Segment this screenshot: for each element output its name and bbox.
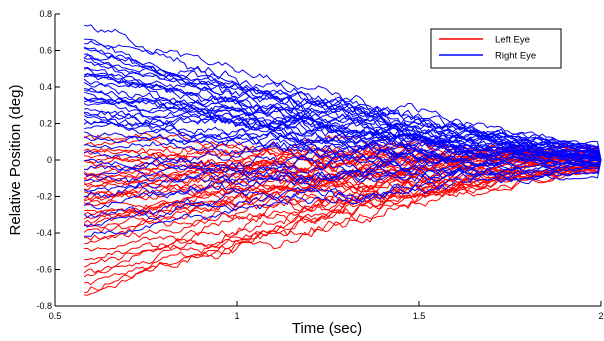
- x-tick-label: 2: [598, 311, 603, 321]
- trace-left-eye: [83, 159, 602, 224]
- trace-right-eye: [83, 131, 602, 169]
- trace-left-eye: [83, 159, 602, 278]
- trace-right-eye: [83, 152, 602, 192]
- trace-right-eye: [83, 159, 602, 218]
- trace-left-eye: [84, 159, 602, 296]
- y-tick-label: -0.6: [36, 265, 52, 275]
- trace-right-eye: [84, 159, 602, 237]
- y-tick-label: -0.2: [36, 192, 52, 202]
- plot-lines: [83, 24, 602, 296]
- trace-left-eye: [83, 159, 602, 220]
- x-axis-label: Time (sec): [292, 320, 362, 337]
- trace-right-eye: [84, 154, 602, 176]
- trace-right-eye: [83, 57, 602, 161]
- trace-right-eye: [83, 110, 602, 161]
- trace-right-eye: [83, 158, 602, 210]
- trace-left-eye: [84, 159, 602, 241]
- x-tick-label: 0.5: [49, 311, 62, 321]
- y-tick-label: 0.6: [39, 46, 52, 56]
- trace-right-eye: [84, 74, 602, 161]
- y-tick-label: 0.8: [39, 9, 52, 19]
- y-axis-label: Relative Position (deg): [7, 85, 24, 236]
- trace-right-eye: [83, 78, 602, 161]
- legend-label-left-eye: Left Eye: [495, 35, 530, 46]
- legend-label-right-eye: Right Eye: [495, 51, 536, 62]
- y-tick-label: -0.4: [36, 228, 52, 238]
- trace-right-eye: [83, 159, 602, 228]
- legend-box: [430, 28, 562, 69]
- trace-right-eye: [83, 120, 602, 161]
- y-tick-label: 0.2: [39, 119, 52, 129]
- legend: Left Eye Right Eye: [430, 28, 562, 69]
- x-tick-label: 1: [234, 311, 239, 321]
- trace-right-eye: [83, 46, 602, 161]
- y-tick-label: -0.8: [36, 301, 52, 311]
- trace-right-eye: [83, 97, 602, 161]
- trace-right-eye: [84, 136, 602, 168]
- y-tick-label: 0.4: [39, 82, 52, 92]
- x-tick-label: 1.5: [413, 311, 426, 321]
- y-tick-label: 0: [47, 155, 52, 165]
- ticks: 0.5 1 1.5 2 -0.8 -0.6 -0.4 -0.2 0 0.2 0.4 0.6 0.8: [36, 9, 603, 321]
- trace-right-eye: [83, 144, 602, 167]
- trace-right-eye: [83, 87, 602, 161]
